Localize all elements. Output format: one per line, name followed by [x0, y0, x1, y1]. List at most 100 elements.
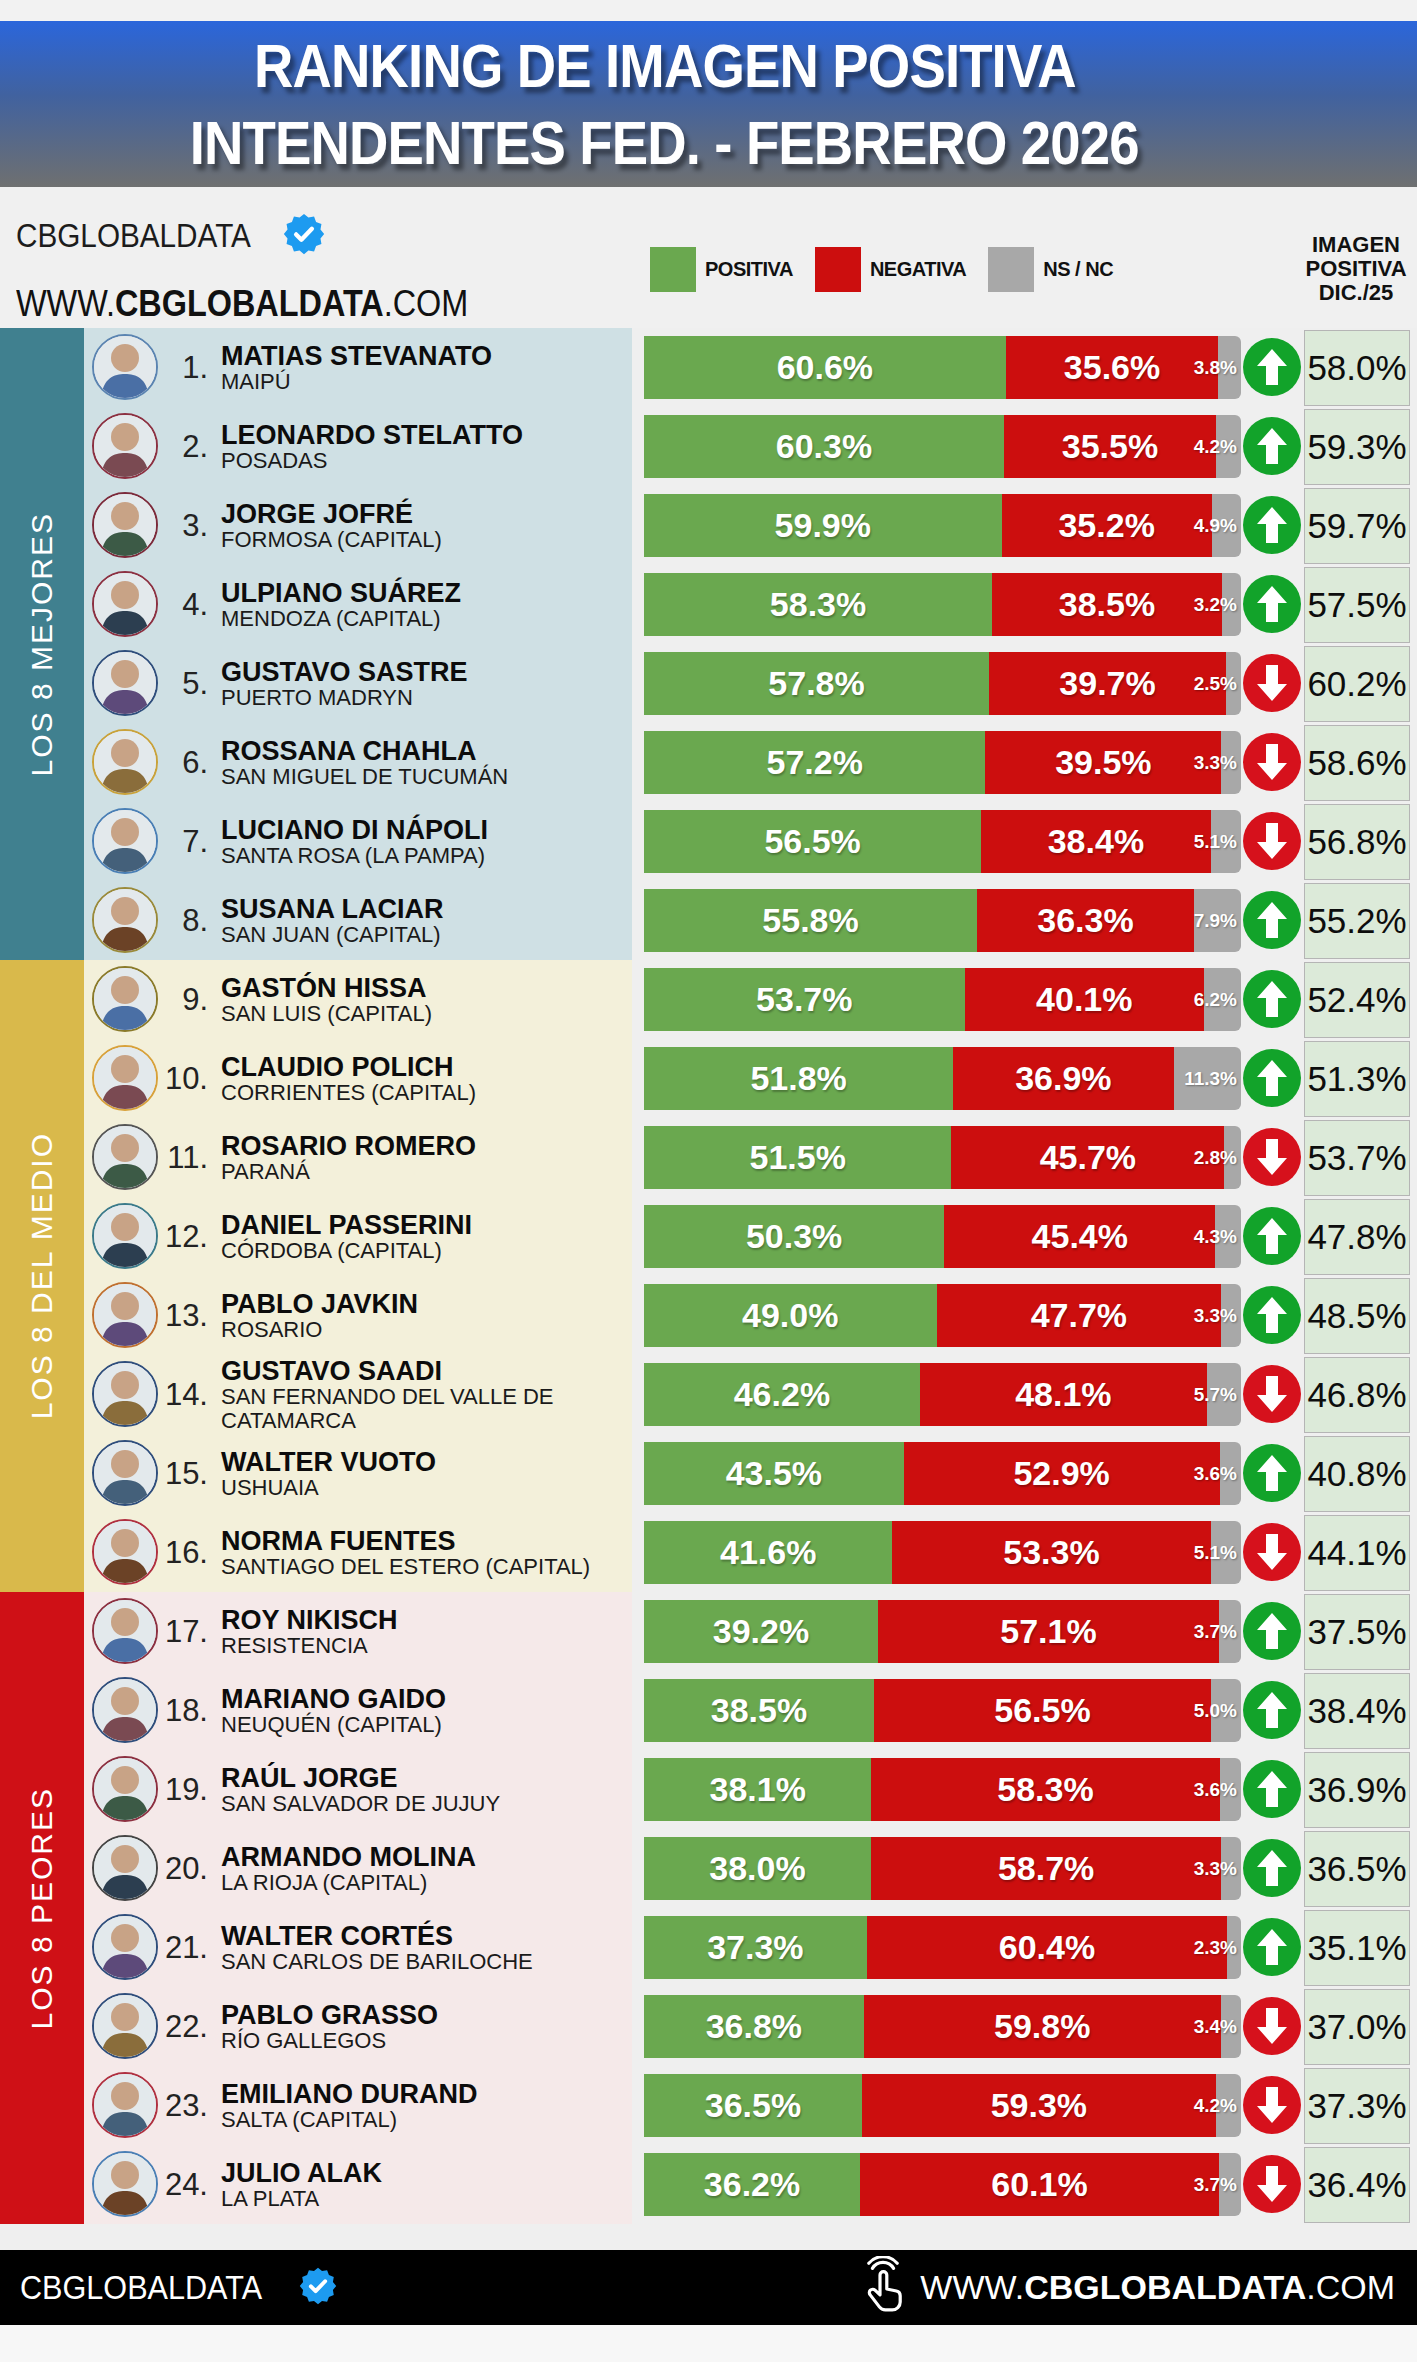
- nsnc-value: 3.3%: [1194, 752, 1237, 774]
- footer-brand: CBGLOBALDATA: [20, 2268, 262, 2307]
- mayor-city: SANTA ROSA (LA PAMPA): [221, 844, 621, 868]
- positive-value: 36.2%: [704, 2165, 800, 2204]
- ranking-row: 16.NORMA FUENTESSANTIAGO DEL ESTERO (CAP…: [0, 1513, 1417, 1592]
- image-bar: 38.1%58.3%3.6%: [644, 1758, 1241, 1821]
- positive-value: 39.2%: [713, 1612, 809, 1651]
- mayor-name: CLAUDIO POLICH: [221, 1053, 621, 1081]
- mayor-city: ROSARIO: [221, 1318, 621, 1342]
- negative-value: 59.3%: [991, 2086, 1087, 2125]
- mayor-city: PARANÁ: [221, 1160, 621, 1184]
- ranking-row: 1.MATIAS STEVANATOMAIPÚ60.6%35.6%3.8%58.…: [0, 328, 1417, 407]
- negative-value: 45.7%: [1040, 1138, 1136, 1177]
- mayor-info: PABLO GRASSORÍO GALLEGOS: [221, 1987, 621, 2066]
- rank-number: 22.: [120, 1987, 208, 2066]
- trend-up-icon: [1243, 970, 1301, 1028]
- mayor-city: RESISTENCIA: [221, 1634, 621, 1658]
- positive-segment: 41.6%: [644, 1521, 892, 1584]
- negative-segment: 48.1%: [920, 1363, 1207, 1426]
- trend-up-icon: [1243, 1049, 1301, 1107]
- image-bar: 49.0%47.7%3.3%: [644, 1284, 1241, 1347]
- rank-number: 6.: [120, 723, 208, 802]
- negative-segment: 47.7%: [937, 1284, 1222, 1347]
- mayor-city: PUERTO MADRYN: [221, 686, 621, 710]
- previous-value: 37.5%: [1304, 1594, 1410, 1670]
- negative-value: 38.4%: [1048, 822, 1144, 861]
- mayor-info: LUCIANO DI NÁPOLISANTA ROSA (LA PAMPA): [221, 802, 621, 881]
- mayor-city: SAN SALVADOR DE JUJUY: [221, 1792, 621, 1816]
- previous-value: 48.5%: [1304, 1278, 1410, 1354]
- mayor-info: WALTER CORTÉSSAN CARLOS DE BARILOCHE: [221, 1908, 621, 1987]
- positive-segment: 55.8%: [644, 889, 977, 952]
- ranking-row: 12.DANIEL PASSERINICÓRDOBA (CAPITAL)50.3…: [0, 1197, 1417, 1276]
- ranking-row: 8.SUSANA LACIARSAN JUAN (CAPITAL)55.8%36…: [0, 881, 1417, 960]
- mayor-info: EMILIANO DURANDSALTA (CAPITAL): [221, 2066, 621, 2145]
- positive-value: 57.2%: [767, 743, 863, 782]
- mayor-name: ROY NIKISCH: [221, 1606, 621, 1634]
- mayor-info: PABLO JAVKINROSARIO: [221, 1276, 621, 1355]
- prev-column-header: IMAGEN POSITIVA DIC./25: [1300, 233, 1412, 305]
- mayor-name: JULIO ALAK: [221, 2159, 621, 2187]
- image-bar: 43.5%52.9%3.6%: [644, 1442, 1241, 1505]
- positive-segment: 60.6%: [644, 336, 1006, 399]
- mayor-info: SUSANA LACIARSAN JUAN (CAPITAL): [221, 881, 621, 960]
- trend-up-icon: [1243, 1207, 1301, 1265]
- negative-segment: 52.9%: [904, 1442, 1220, 1505]
- brand-url[interactable]: WWW.CBGLOBALDATA.COM: [16, 283, 468, 325]
- mayor-name: RAÚL JORGE: [221, 1764, 621, 1792]
- nsnc-value: 11.3%: [1184, 1068, 1237, 1090]
- ranking-row: 18.MARIANO GAIDONEUQUÉN (CAPITAL)38.5%56…: [0, 1671, 1417, 1750]
- negative-segment: 58.3%: [871, 1758, 1219, 1821]
- mayor-info: RAÚL JORGESAN SALVADOR DE JUJUY: [221, 1750, 621, 1829]
- negative-value: 53.3%: [1003, 1533, 1099, 1572]
- positive-value: 43.5%: [726, 1454, 822, 1493]
- rank-number: 14.: [120, 1355, 208, 1434]
- mayor-info: LEONARDO STELATTOPOSADAS: [221, 407, 621, 486]
- mayor-info: ROSARIO ROMEROPARANÁ: [221, 1118, 621, 1197]
- negative-value: 35.6%: [1064, 348, 1160, 387]
- positive-value: 59.9%: [775, 506, 871, 545]
- positive-value: 38.0%: [709, 1849, 805, 1888]
- mayor-name: ULPIANO SUÁREZ: [221, 579, 621, 607]
- negative-segment: 39.5%: [985, 731, 1221, 794]
- rank-number: 10.: [120, 1039, 208, 1118]
- mayor-info: MARIANO GAIDONEUQUÉN (CAPITAL): [221, 1671, 621, 1750]
- mayor-city: LA PLATA: [221, 2187, 621, 2211]
- mayor-name: GUSTAVO SASTRE: [221, 658, 621, 686]
- negative-segment: 38.4%: [981, 810, 1210, 873]
- negative-value: 35.2%: [1058, 506, 1154, 545]
- previous-value: 52.4%: [1304, 962, 1410, 1038]
- previous-value: 57.5%: [1304, 567, 1410, 643]
- negative-segment: 59.3%: [862, 2074, 1216, 2137]
- previous-value: 53.7%: [1304, 1120, 1410, 1196]
- trend-up-icon: [1243, 575, 1301, 633]
- mayor-city: SANTIAGO DEL ESTERO (CAPITAL): [221, 1555, 621, 1579]
- footer-url[interactable]: WWW.CBGLOBALDATA.COM: [920, 2268, 1395, 2307]
- previous-value: 58.0%: [1304, 330, 1410, 406]
- rank-number: 21.: [120, 1908, 208, 1987]
- positive-segment: 37.3%: [644, 1916, 867, 1979]
- previous-value: 35.1%: [1304, 1910, 1410, 1986]
- rank-number: 2.: [120, 407, 208, 486]
- positive-value: 56.5%: [764, 822, 860, 861]
- ranking-row: 17.ROY NIKISCHRESISTENCIA39.2%57.1%3.7%3…: [0, 1592, 1417, 1671]
- trend-up-icon: [1243, 1918, 1301, 1976]
- positive-value: 58.3%: [770, 585, 866, 624]
- rank-number: 4.: [120, 565, 208, 644]
- nsnc-value: 4.9%: [1194, 515, 1237, 537]
- rank-number: 16.: [120, 1513, 208, 1592]
- legend-nsnc-swatch: [988, 247, 1034, 292]
- mayor-name: LEONARDO STELATTO: [221, 421, 621, 449]
- trend-down-icon: [1243, 1523, 1301, 1581]
- nsnc-value: 6.2%: [1194, 989, 1237, 1011]
- trend-up-icon: [1243, 496, 1301, 554]
- positive-value: 57.8%: [768, 664, 864, 703]
- previous-value: 36.9%: [1304, 1752, 1410, 1828]
- trend-down-icon: [1243, 1128, 1301, 1186]
- nsnc-value: 4.2%: [1194, 436, 1237, 458]
- positive-value: 60.6%: [777, 348, 873, 387]
- image-bar: 36.2%60.1%3.7%: [644, 2153, 1241, 2216]
- ranking-row: 10.CLAUDIO POLICHCORRIENTES (CAPITAL)51.…: [0, 1039, 1417, 1118]
- mayor-info: WALTER VUOTOUSHUAIA: [221, 1434, 621, 1513]
- nsnc-value: 3.3%: [1194, 1305, 1237, 1327]
- positive-value: 53.7%: [756, 980, 852, 1019]
